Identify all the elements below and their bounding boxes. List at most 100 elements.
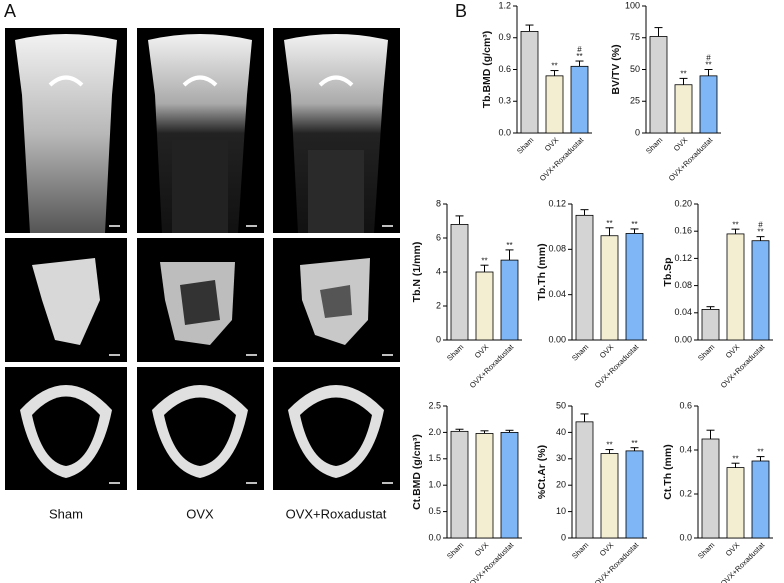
y-tick-label: 0.16 <box>674 226 692 236</box>
y-tick-label: 0.3 <box>498 96 511 106</box>
significance: ** <box>680 69 686 78</box>
y-tick-label: 2.0 <box>428 427 441 437</box>
image-caption: Sham <box>49 506 83 521</box>
y-tick-label: 25 <box>630 96 640 106</box>
panel-label: A <box>4 1 16 21</box>
x-tick-label: OVX <box>598 540 616 558</box>
y-axis-label: Ct.BMD (g/cm³) <box>411 434 423 510</box>
y-tick-label: 0.0 <box>498 127 511 137</box>
y-tick-label: 0.12 <box>674 253 692 263</box>
y-tick-label: 50 <box>630 64 640 74</box>
y-tick-label: 20 <box>556 480 566 490</box>
x-tick-label: Sham <box>644 135 664 155</box>
bar <box>649 36 668 134</box>
significance: ** <box>606 441 612 450</box>
x-tick-label: Sham <box>515 135 535 155</box>
bar <box>570 65 589 134</box>
bar <box>701 308 720 341</box>
y-tick-label: 1.2 <box>498 0 511 10</box>
x-tick-label: OVX <box>473 540 491 558</box>
y-tick-label: 0.00 <box>548 334 566 344</box>
bar <box>699 75 718 134</box>
bar <box>520 30 539 134</box>
x-tick-label: Sham <box>570 342 590 362</box>
y-tick-label: 0.0 <box>428 532 441 542</box>
y-axis-label: Tb.Th (mm) <box>536 243 548 300</box>
y-tick-label: 30 <box>556 453 566 463</box>
image-caption: OVX <box>186 506 214 521</box>
x-tick-label: OVX+Roxadustat <box>719 540 767 583</box>
y-tick-label: 0.12 <box>548 198 566 208</box>
y-tick-label: 10 <box>556 506 566 516</box>
y-axis-label: BV/TV (%) <box>610 44 622 94</box>
y-tick-label: 0 <box>436 334 441 344</box>
image-caption: OVX+Roxadustat <box>286 506 387 521</box>
bar <box>575 421 594 539</box>
x-tick-label: Sham <box>570 540 590 560</box>
significance: ** <box>757 448 763 457</box>
significance: ** <box>631 220 637 229</box>
bar <box>500 431 519 539</box>
bar <box>701 438 720 539</box>
y-tick-label: 6 <box>436 232 441 242</box>
significance-vs-ovx: # <box>758 221 763 230</box>
significance-vs-ovx: # <box>577 45 582 54</box>
significance: ** <box>506 241 512 250</box>
bar <box>600 235 619 341</box>
y-tick-label: 0.08 <box>674 280 692 290</box>
bar <box>625 233 644 341</box>
significance: ** <box>732 220 738 229</box>
y-tick-label: 1.0 <box>428 480 441 490</box>
y-tick-label: 0.5 <box>428 506 441 516</box>
bar <box>625 450 644 539</box>
y-tick-label: 2 <box>436 300 441 310</box>
x-tick-label: OVX <box>543 135 561 153</box>
x-tick-label: OVX <box>724 342 742 360</box>
bar <box>545 75 564 134</box>
bar <box>450 223 469 341</box>
x-tick-label: OVX <box>473 342 491 360</box>
ct-images <box>5 28 400 490</box>
y-tick-label: 0.00 <box>674 334 692 344</box>
bar <box>450 430 469 539</box>
y-tick-label: 1.5 <box>428 453 441 463</box>
y-tick-label: 0.9 <box>498 32 511 42</box>
significance: ** <box>732 454 738 463</box>
y-tick-label: 2.5 <box>428 400 441 410</box>
significance: ** <box>481 256 487 265</box>
y-tick-label: 4 <box>436 266 441 276</box>
bar <box>475 271 494 341</box>
bar <box>475 433 494 539</box>
y-tick-label: 0.20 <box>674 198 692 208</box>
significance-vs-ovx: # <box>706 54 711 63</box>
x-tick-label: OVX+Roxadustat <box>538 135 586 183</box>
y-tick-label: 0.4 <box>679 444 692 454</box>
y-axis-label: Tb.N (1/mm) <box>411 242 423 303</box>
y-axis-label: %Ct.Ar (%) <box>536 445 548 499</box>
bar <box>500 259 519 341</box>
bar <box>751 460 770 539</box>
y-tick-label: 100 <box>625 0 640 10</box>
x-tick-label: OVX+Roxadustat <box>593 540 641 583</box>
y-tick-label: 0.6 <box>679 400 692 410</box>
bar <box>575 214 594 341</box>
x-tick-label: OVX+Roxadustat <box>667 135 715 183</box>
x-tick-label: OVX <box>672 135 690 153</box>
significance: ** <box>551 62 557 71</box>
y-tick-label: 75 <box>630 32 640 42</box>
y-tick-label: 8 <box>436 198 441 208</box>
y-axis-label: Tb.Sp <box>662 257 674 286</box>
x-tick-label: OVX+Roxadustat <box>468 342 516 390</box>
y-axis-label: Tb.BMD (g/cm³) <box>481 31 493 109</box>
y-tick-label: 40 <box>556 427 566 437</box>
y-tick-label: 0 <box>561 532 566 542</box>
y-tick-label: 50 <box>556 400 566 410</box>
x-tick-label: OVX <box>724 540 742 558</box>
bar <box>751 240 770 341</box>
x-tick-label: OVX+Roxadustat <box>719 342 767 390</box>
panel-label: B <box>455 1 467 21</box>
bar <box>600 453 619 539</box>
x-tick-label: OVX+Roxadustat <box>468 540 516 583</box>
x-tick-label: Sham <box>445 342 465 362</box>
